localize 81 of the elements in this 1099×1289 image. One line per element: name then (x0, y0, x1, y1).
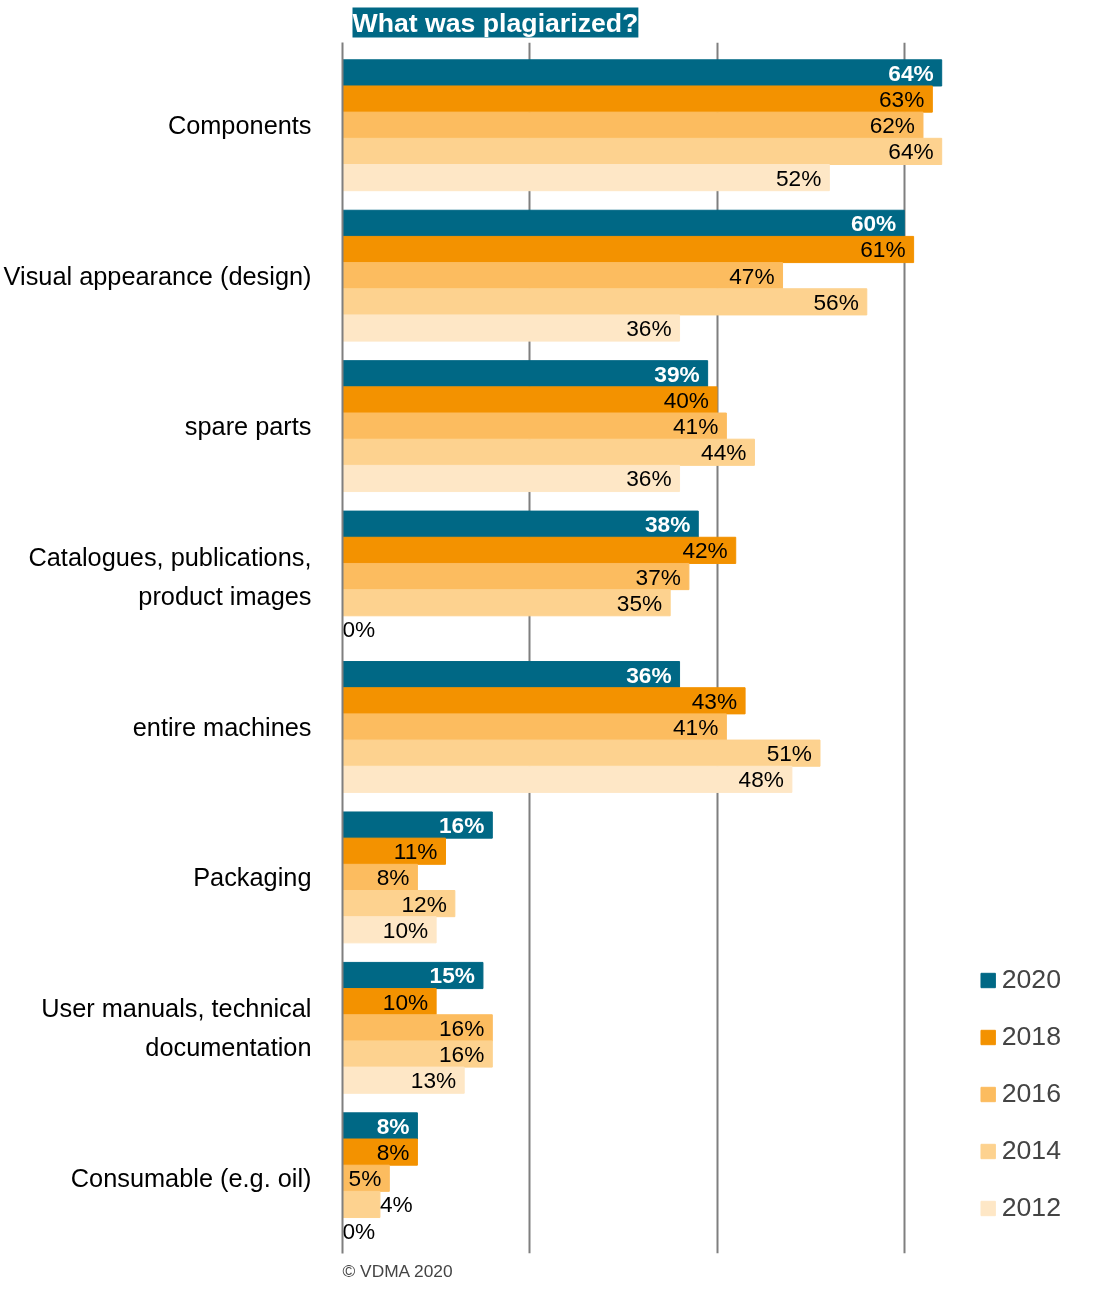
data-label: 8% (376, 1112, 410, 1139)
y-tick-label: Consumable (e.g. oil) (70, 1164, 312, 1193)
bar (342, 262, 784, 290)
data-label: 0% (342, 1217, 376, 1244)
text: © VDMA 2020 (342, 1260, 453, 1281)
data-label: 16% (438, 812, 485, 839)
legend-label: 2020 (1001, 964, 1061, 995)
bar (342, 739, 821, 767)
data-label: 8% (376, 864, 410, 891)
y-tick-label: Visual appearance (design) (3, 261, 312, 290)
y-tick-label: Components (167, 111, 312, 140)
data-label: 47% (729, 262, 775, 289)
data-label: 60% (850, 210, 897, 237)
legend-label: 2018 (1001, 1021, 1061, 1052)
data-label: 64% (888, 138, 934, 165)
bar (342, 1066, 465, 1094)
bar (342, 562, 690, 591)
bar (342, 713, 727, 741)
chart-title: What was plagiarized? (352, 7, 639, 38)
data-label: 10% (382, 916, 429, 943)
data-label: 35% (616, 589, 663, 616)
legend-label: 2016 (1001, 1078, 1061, 1109)
data-label: 56% (813, 288, 859, 315)
bar (342, 765, 793, 793)
data-label: 4% (379, 1191, 413, 1218)
data-label: 38% (644, 511, 691, 538)
data-label: 40% (663, 386, 710, 413)
bar (342, 360, 709, 388)
bar (342, 59, 943, 87)
data-label: 41% (673, 413, 719, 440)
bar (342, 235, 915, 264)
data-label: 43% (691, 687, 738, 714)
data-label: 64% (888, 59, 934, 86)
data-label: 52% (776, 164, 822, 191)
bar (342, 536, 737, 564)
data-label: 36% (626, 315, 672, 342)
y-tick-label: spare parts (184, 412, 312, 441)
bar (342, 288, 868, 316)
data-label: 16% (438, 1041, 485, 1068)
data-label: 13% (410, 1067, 457, 1094)
data-label: 48% (738, 766, 784, 793)
data-label: 10% (382, 988, 429, 1015)
data-label: 41% (673, 713, 719, 740)
data-label: 5% (348, 1165, 382, 1192)
y-tick-label: Catalogues, publications, product images (28, 542, 312, 611)
bar (342, 510, 699, 538)
data-label: 44% (701, 439, 747, 466)
data-label: 37% (635, 563, 681, 590)
data-label: 62% (869, 112, 915, 139)
bar (342, 687, 746, 715)
bar (342, 661, 681, 689)
bar (342, 1190, 381, 1219)
data-label: 36% (626, 661, 672, 688)
data-label: 42% (682, 537, 728, 564)
bar (342, 386, 718, 414)
bar (342, 589, 671, 617)
data-label: 8% (376, 1139, 410, 1166)
data-label: 16% (438, 1014, 485, 1041)
bar (342, 464, 681, 493)
y-tick-label: entire machines (132, 712, 312, 741)
bar (342, 164, 830, 192)
data-label: 63% (878, 86, 925, 113)
y-tick-label: Packaging (193, 863, 312, 892)
data-label: 0% (342, 615, 376, 642)
data-label: 15% (429, 962, 475, 989)
bar (342, 314, 681, 342)
data-label: 39% (654, 360, 700, 387)
data-label: 61% (860, 236, 906, 263)
bar (342, 412, 727, 440)
bar (342, 137, 943, 165)
bar (342, 438, 755, 466)
data-label: 51% (766, 740, 812, 767)
bar (342, 111, 924, 139)
legend-label: 2012 (1001, 1192, 1061, 1223)
data-label: 36% (626, 465, 672, 492)
bar (342, 209, 905, 237)
data-label: 11% (393, 838, 438, 865)
data-label: 12% (401, 890, 447, 917)
bar (342, 85, 933, 113)
y-tick-label: User manuals, technical documentation (41, 994, 312, 1062)
legend-label: 2014 (1001, 1135, 1061, 1166)
